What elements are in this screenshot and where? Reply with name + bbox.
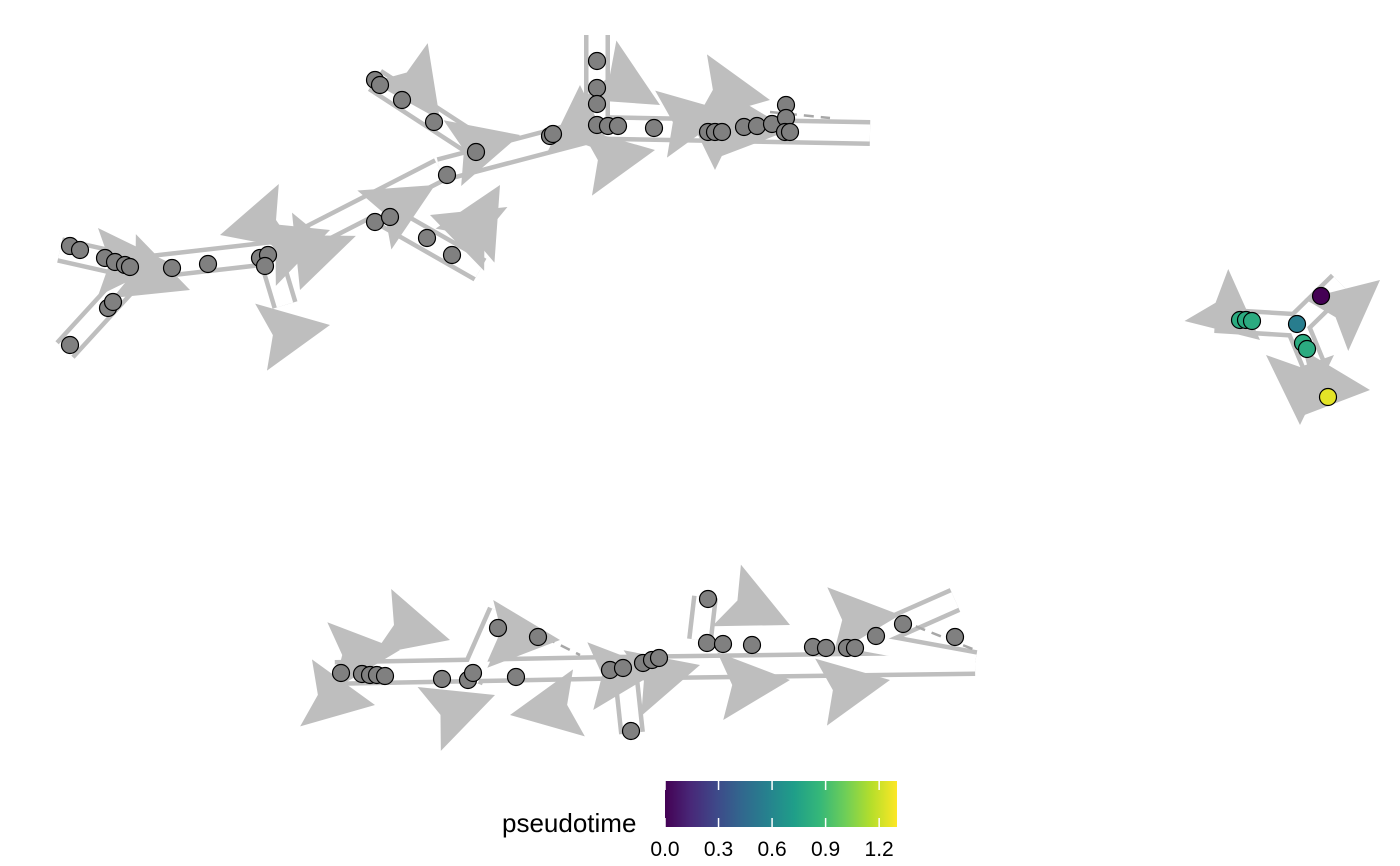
- colorbar-legend: [664, 781, 897, 827]
- cell-point: [587, 51, 607, 71]
- cell-point: [608, 116, 628, 136]
- cell-point: [587, 78, 607, 98]
- dashed-edge: [899, 618, 976, 652]
- cell-point: [417, 228, 437, 248]
- trajectory-edges: [55, 35, 1350, 735]
- arrow-head: [712, 564, 790, 627]
- arrow-head: [371, 43, 440, 120]
- dashed-edge: [499, 613, 581, 657]
- cell-point: [649, 648, 669, 668]
- arrow-head: [300, 659, 375, 727]
- colorbar-tick-label: 0.0: [650, 838, 680, 861]
- cell-point: [747, 116, 767, 136]
- cell-point: [466, 142, 486, 162]
- arrow-head: [827, 587, 900, 655]
- cell-point: [613, 658, 633, 678]
- cell-point: [697, 633, 717, 653]
- cell-point: [506, 667, 526, 687]
- colorbar-tick-label: 0.3: [703, 838, 734, 861]
- arrow-head: [510, 669, 585, 737]
- cell-point: [1297, 339, 1317, 359]
- cell-points: [60, 51, 1338, 741]
- cell-point: [621, 721, 641, 741]
- cell-point: [713, 634, 733, 654]
- cell-point: [370, 75, 390, 95]
- arrow-head: [1266, 355, 1334, 425]
- cell-point: [120, 257, 140, 277]
- cell-point: [375, 666, 395, 686]
- colorbar: [665, 781, 897, 827]
- cell-point: [528, 627, 548, 647]
- cell-point: [712, 122, 732, 142]
- arrow-head: [815, 658, 890, 726]
- cell-point: [1242, 311, 1262, 331]
- cell-point: [70, 240, 90, 260]
- arrow-head: [417, 686, 495, 751]
- cell-point: [162, 258, 182, 278]
- arrow-head: [546, 85, 614, 155]
- cell-point: [437, 165, 457, 185]
- cell-point: [60, 335, 80, 355]
- cell-point: [463, 663, 483, 683]
- arrow-head: [112, 234, 190, 299]
- cell-point: [442, 245, 462, 265]
- cell-point: [380, 207, 400, 227]
- cell-point: [1311, 286, 1331, 306]
- cell-point: [1287, 314, 1307, 334]
- cell-point: [698, 589, 718, 609]
- cell-point: [103, 292, 123, 312]
- arrow-head: [373, 589, 450, 655]
- cell-point: [1318, 387, 1338, 407]
- cell-point: [945, 627, 965, 647]
- cell-point: [816, 638, 836, 658]
- cell-point: [845, 638, 865, 658]
- arrow-head: [695, 54, 770, 122]
- legend-title: pseudotime: [502, 808, 637, 838]
- cell-point: [893, 614, 913, 634]
- cell-point: [587, 94, 607, 114]
- arrow-head: [255, 303, 330, 371]
- colorbar-tick-label: 1.2: [864, 838, 894, 861]
- cell-point: [644, 118, 664, 138]
- cell-point: [488, 618, 508, 638]
- cell-point: [331, 663, 351, 683]
- edge-inner: [858, 633, 977, 672]
- colorbar-ticks: [664, 781, 880, 827]
- arrow-head: [291, 212, 356, 290]
- cell-point: [255, 256, 275, 276]
- arrow-head: [487, 600, 560, 668]
- cell-point: [424, 112, 444, 132]
- colorbar-tick-label: 0.6: [757, 838, 787, 861]
- cell-point: [866, 626, 886, 646]
- colorbar-tick-label: 0.9: [811, 838, 841, 861]
- cell-point: [543, 124, 563, 144]
- cell-point: [198, 254, 218, 274]
- cell-point: [392, 90, 412, 110]
- arrow-head: [717, 652, 790, 720]
- cell-point: [780, 122, 800, 142]
- cell-point: [432, 669, 452, 689]
- cell-point: [742, 635, 762, 655]
- arrow-head: [435, 185, 500, 263]
